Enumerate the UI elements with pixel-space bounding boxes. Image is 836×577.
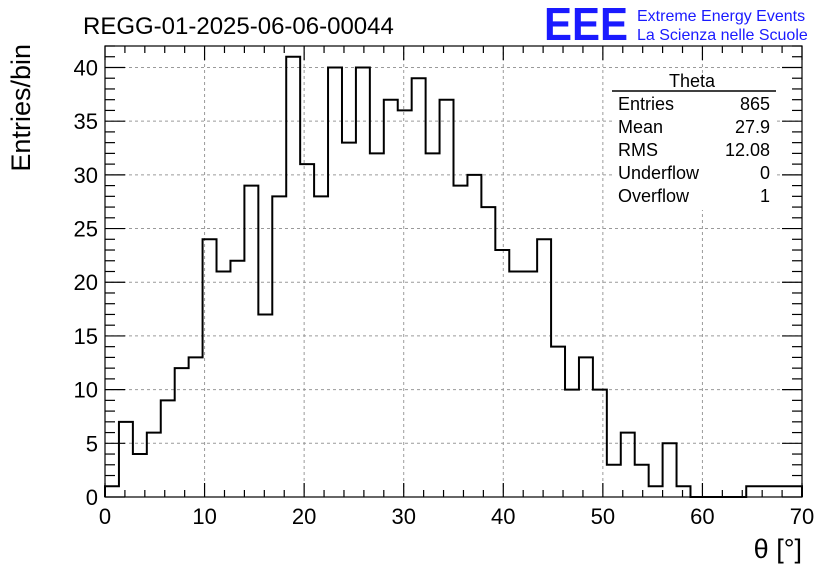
x-tick-label: 30 [391,504,415,529]
stats-row-label: Mean [618,117,663,137]
stats-rows: Entries 865 Mean 27.9 RMS 12.08 Underflow 0 Over… [618,94,770,206]
x-tick-label: 10 [192,504,216,529]
y-tick-label: 25 [74,217,98,242]
x-tick-label: 50 [591,504,615,529]
stats-row-label: Underflow [618,163,700,183]
x-tick-label: 40 [491,504,515,529]
y-tick-labels: 0 5 10 15 20 25 30 35 40 [74,55,98,510]
y-tick-label: 40 [74,55,98,80]
chart-title: REGG-01-2025-06-06-00044 [83,13,394,40]
stats-row-value: 1 [760,186,770,206]
eee-logo-line2: La Scienza nelle Scuole [637,27,808,44]
x-tick-label: 60 [690,504,714,529]
y-tick-label: 10 [74,378,98,403]
y-tick-label: 5 [86,431,98,456]
stats-box-title: Theta [669,71,716,91]
stats-row-value: 865 [740,94,770,114]
stats-row-value: 0 [760,163,770,183]
eee-logo-line1: Extreme Energy Events [637,8,805,25]
stats-row-label: Overflow [618,186,690,206]
stats-row-label: Entries [618,94,674,114]
eee-logo: EEE Extreme Energy Events La Scienza nel… [544,0,808,50]
y-tick-label: 0 [86,485,98,510]
stats-row-value: 27.9 [735,117,770,137]
x-tick-label: 20 [292,504,316,529]
eee-logo-mark: EEE [544,0,628,50]
x-tick-label: 70 [790,504,814,529]
y-axis-label: Entries/bin [6,44,36,172]
y-tick-label: 15 [74,324,98,349]
stats-row-value: 12.08 [725,140,770,160]
axis-ticks [104,45,803,498]
stats-box-background [612,78,776,210]
stats-row-label: RMS [618,140,658,160]
y-tick-label: 20 [74,270,98,295]
x-tick-label: 0 [99,504,111,529]
y-tick-label: 35 [74,109,98,134]
x-tick-labels: 0 10 20 30 40 50 60 70 [99,504,814,529]
stats-box: Theta Entries 865 Mean 27.9 RMS 12.08 Underflo… [612,71,776,210]
x-axis-label: θ [°] [754,534,802,564]
y-tick-label: 30 [74,163,98,188]
histogram-line [104,55,803,498]
